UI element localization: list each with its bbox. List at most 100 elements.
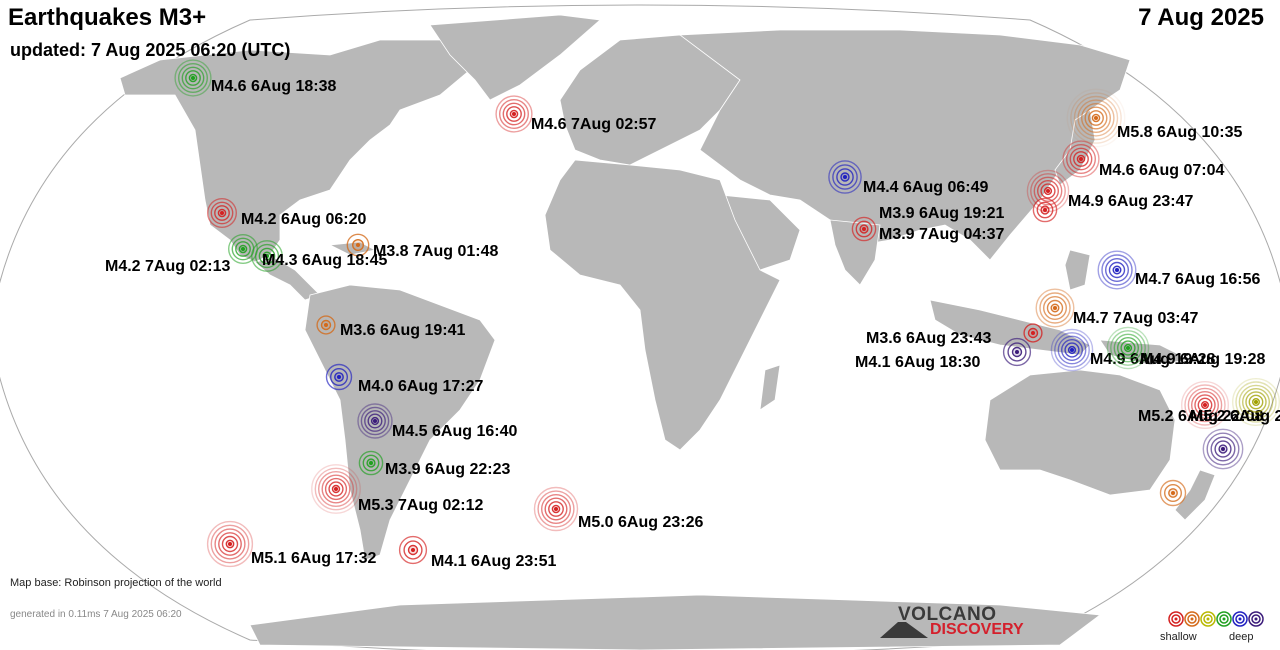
quake-label: M4.9 6Aug 19:28 [1140, 351, 1265, 368]
philippines [1064, 249, 1091, 291]
quake-ring [357, 403, 393, 439]
quake-marker[interactable] [1032, 197, 1058, 223]
quake-ring [360, 406, 390, 436]
quake-marker[interactable] [1035, 288, 1075, 328]
quake-epicenter [1043, 208, 1047, 212]
quake-marker[interactable] [316, 315, 336, 335]
quake-marker[interactable] [1066, 88, 1126, 148]
quake-marker[interactable] [533, 486, 579, 532]
quake-marker[interactable] [206, 520, 254, 568]
quake-epicenter [1015, 350, 1019, 354]
quake-ring [206, 520, 254, 568]
land-masses [119, 14, 1216, 650]
quake-marker[interactable] [174, 59, 212, 97]
quake-ring [364, 410, 386, 432]
quake-ring [1238, 384, 1274, 420]
quake-marker[interactable] [1050, 328, 1094, 372]
quake-marker[interactable] [1062, 140, 1100, 178]
quake-ring [1069, 147, 1093, 171]
quake-ring [1046, 299, 1064, 317]
quake-marker[interactable] [311, 464, 361, 514]
quake-ring [367, 413, 383, 429]
quake-ring [855, 220, 873, 238]
quake-marker[interactable] [1023, 323, 1043, 343]
quake-marker[interactable] [495, 95, 533, 133]
quake-ring [1235, 381, 1277, 423]
quake-marker[interactable] [1159, 479, 1187, 507]
page-title: Earthquakes M3+ [8, 4, 207, 31]
quake-ring [548, 501, 564, 517]
quake-marker[interactable] [398, 535, 428, 565]
quake-ring [1042, 296, 1067, 321]
quake-marker[interactable] [851, 216, 877, 242]
quake-marker[interactable] [1106, 326, 1150, 370]
legend-ring [1235, 614, 1245, 624]
quake-marker[interactable] [346, 233, 370, 257]
quake-ring [1104, 258, 1129, 283]
quake-marker[interactable] [357, 403, 393, 439]
quake-marker[interactable] [358, 450, 384, 476]
asia [678, 29, 1131, 261]
quake-ring [1054, 332, 1090, 368]
legend-dot [1206, 617, 1210, 621]
quake-ring [1187, 387, 1223, 423]
legend-shallow-label: shallow [1160, 631, 1197, 643]
new-zealand [1174, 469, 1216, 521]
quake-marker[interactable] [206, 197, 237, 228]
legend-ring [1200, 611, 1216, 627]
quake-ring [316, 315, 336, 335]
quake-label: M4.2 7Aug 02:13 [105, 258, 230, 275]
quake-marker[interactable] [251, 240, 283, 272]
quake-ring [506, 106, 522, 122]
quake-epicenter [862, 227, 866, 231]
quake-markers: M4.6 6Aug 18:38 M4.6 7Aug 02:57 M4.2 6Aug … [105, 59, 1280, 570]
quake-ring [1057, 335, 1087, 365]
quake-epicenter [220, 211, 224, 215]
quake-ring [1113, 333, 1143, 363]
quake-ring [1159, 479, 1187, 507]
quake-label: M4.1 6Aug 18:30 [855, 354, 980, 371]
volcano-discovery-logo[interactable]: VOLCANO DISCOVERY [880, 604, 1040, 640]
quake-ring [1197, 397, 1213, 413]
quake-marker[interactable] [1002, 337, 1032, 367]
quake-label: M4.6 6Aug 18:38 [211, 78, 336, 95]
quake-epicenter [265, 254, 269, 258]
quake-ring [1032, 197, 1058, 223]
legend-ring [1187, 614, 1197, 624]
quake-ring [1194, 394, 1216, 416]
legend-dot [1222, 617, 1226, 621]
quake-ring [1210, 436, 1236, 462]
quake-ring [254, 243, 280, 269]
legend-ring [1219, 614, 1229, 624]
quake-marker[interactable] [1180, 381, 1229, 430]
quake-marker[interactable] [1231, 378, 1280, 427]
quake-ring [499, 98, 530, 129]
quake-ring [1163, 484, 1182, 503]
legend-dot [1190, 617, 1194, 621]
quake-ring [495, 95, 533, 133]
quake-epicenter [1031, 331, 1035, 335]
quake-marker[interactable] [227, 233, 258, 264]
quake-label: M3.9 6Aug 19:21 [879, 205, 1004, 222]
quake-epicenter [843, 175, 847, 179]
quake-label: M5.0 6Aug 23:26 [578, 514, 703, 531]
quake-ring [1077, 99, 1115, 137]
quake-epicenter [1094, 116, 1098, 120]
legend-dot [1174, 617, 1178, 621]
quake-label: M5.1 6Aug 17:32 [251, 550, 376, 567]
quake-marker[interactable] [828, 160, 862, 194]
quake-marker[interactable] [1097, 250, 1137, 290]
quake-marker[interactable] [1202, 428, 1244, 470]
quake-marker[interactable] [325, 363, 353, 391]
quake-ring [533, 486, 579, 532]
quake-ring [1070, 92, 1122, 144]
north-america [119, 29, 521, 263]
quake-ring [537, 490, 575, 528]
quake-label: M4.5 6Aug 16:40 [392, 423, 517, 440]
quake-epicenter [337, 375, 341, 379]
quake-marker[interactable] [1026, 169, 1070, 213]
quake-ring [541, 494, 572, 525]
quake-ring [1002, 337, 1032, 367]
quake-label: M3.8 7Aug 01:48 [373, 243, 498, 260]
